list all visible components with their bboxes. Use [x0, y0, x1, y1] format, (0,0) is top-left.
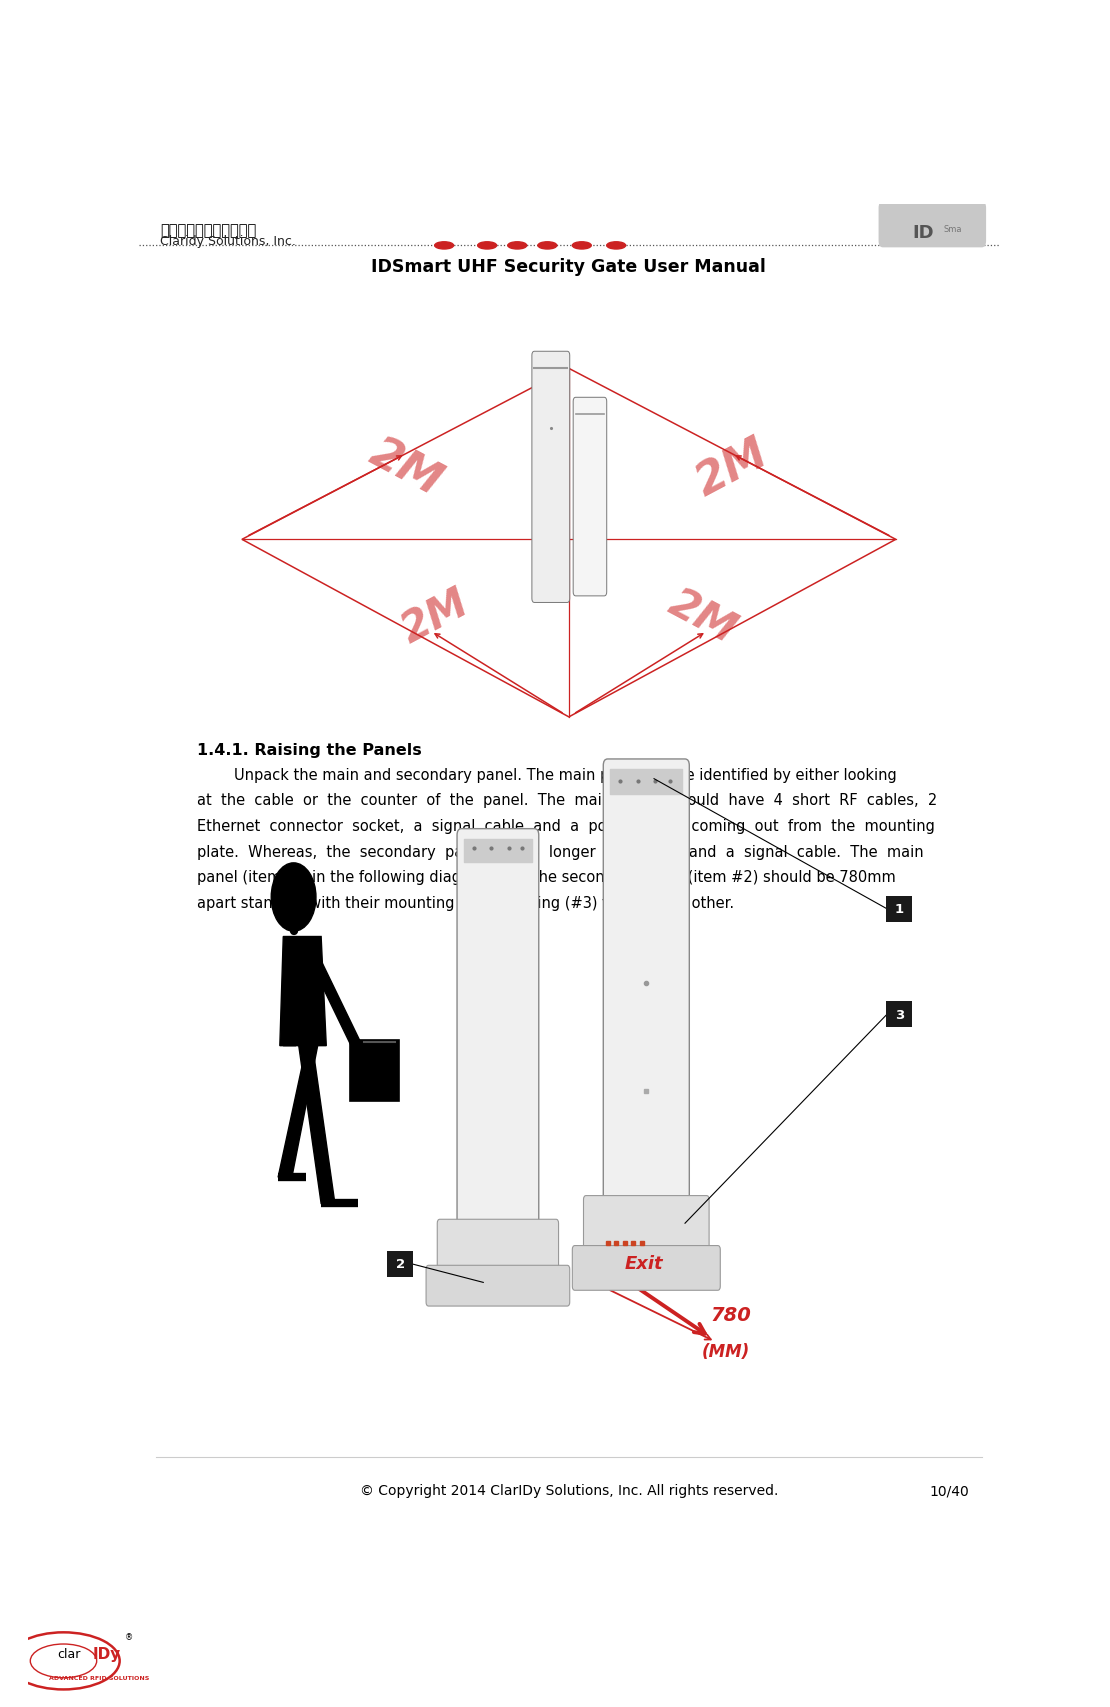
Text: © Copyright 2014 ClarIDy Solutions, Inc. All rights reserved.: © Copyright 2014 ClarIDy Solutions, Inc.… [360, 1483, 778, 1497]
FancyBboxPatch shape [573, 1246, 720, 1290]
FancyBboxPatch shape [886, 1002, 912, 1028]
FancyBboxPatch shape [437, 1219, 558, 1273]
Text: Unpack the main and secondary panel. The main panel can be identified by either : Unpack the main and secondary panel. The… [198, 768, 897, 782]
Text: 2M: 2M [362, 432, 448, 504]
FancyBboxPatch shape [532, 352, 569, 603]
Text: ID: ID [912, 224, 935, 242]
Text: at  the  cable  or  the  counter  of  the  panel.  The  main  panel  should  hav: at the cable or the counter of the panel… [198, 794, 938, 807]
Text: 2M: 2M [395, 580, 476, 652]
Text: 艾迪訊科技股份有限公司: 艾迪訊科技股份有限公司 [160, 222, 256, 237]
Text: 2M: 2M [662, 580, 743, 652]
Text: 2M: 2M [689, 432, 776, 504]
Text: clar: clar [57, 1647, 80, 1659]
Polygon shape [299, 1046, 335, 1203]
Polygon shape [283, 951, 304, 1046]
Text: ®: ® [124, 1632, 133, 1640]
Ellipse shape [477, 242, 496, 249]
Text: Ethernet  connector  socket,  a  signal  cable  and  a  power  cable  coming  ou: Ethernet connector socket, a signal cabl… [198, 819, 935, 833]
FancyBboxPatch shape [879, 201, 986, 248]
Text: 1: 1 [895, 903, 904, 917]
Text: panel (item #1 in the following diagram) and the secondary panel (item #2) shoul: panel (item #1 in the following diagram)… [198, 871, 896, 884]
Text: Sma: Sma [944, 225, 961, 234]
Text: Exit: Exit [625, 1255, 664, 1272]
Ellipse shape [507, 242, 527, 249]
Text: 1.4.1. Raising the Panels: 1.4.1. Raising the Panels [198, 743, 422, 758]
Text: 10/40: 10/40 [929, 1483, 969, 1497]
Text: IDSmart UHF Security Gate User Manual: IDSmart UHF Security Gate User Manual [372, 258, 766, 275]
FancyBboxPatch shape [426, 1265, 569, 1306]
Ellipse shape [538, 242, 557, 249]
FancyBboxPatch shape [351, 1041, 398, 1101]
Text: apart standing with their mounting plate opening (#3) facing each other.: apart standing with their mounting plate… [198, 896, 735, 910]
Text: IDy: IDy [93, 1646, 121, 1661]
Text: 3: 3 [895, 1009, 904, 1021]
Ellipse shape [573, 242, 592, 249]
Circle shape [271, 864, 316, 932]
Ellipse shape [435, 242, 454, 249]
Text: 780: 780 [710, 1306, 751, 1325]
FancyBboxPatch shape [387, 1251, 413, 1277]
Polygon shape [306, 954, 366, 1055]
FancyBboxPatch shape [886, 896, 912, 922]
Ellipse shape [607, 242, 626, 249]
Text: plate.  Whereas,  the  secondary  panel  has  4  longer  RF  cables  and  a  sig: plate. Whereas, the secondary panel has … [198, 845, 924, 859]
Text: 2: 2 [395, 1258, 405, 1270]
Text: Claridy Solutions, Inc.: Claridy Solutions, Inc. [160, 234, 296, 248]
Text: ADVANCED RFID SOLUTIONS: ADVANCED RFID SOLUTIONS [49, 1675, 150, 1680]
FancyBboxPatch shape [457, 830, 538, 1231]
Polygon shape [279, 1046, 317, 1178]
Polygon shape [280, 937, 326, 1046]
FancyBboxPatch shape [573, 398, 607, 596]
Text: (MM): (MM) [703, 1342, 750, 1360]
FancyBboxPatch shape [584, 1197, 709, 1253]
FancyBboxPatch shape [604, 760, 689, 1207]
